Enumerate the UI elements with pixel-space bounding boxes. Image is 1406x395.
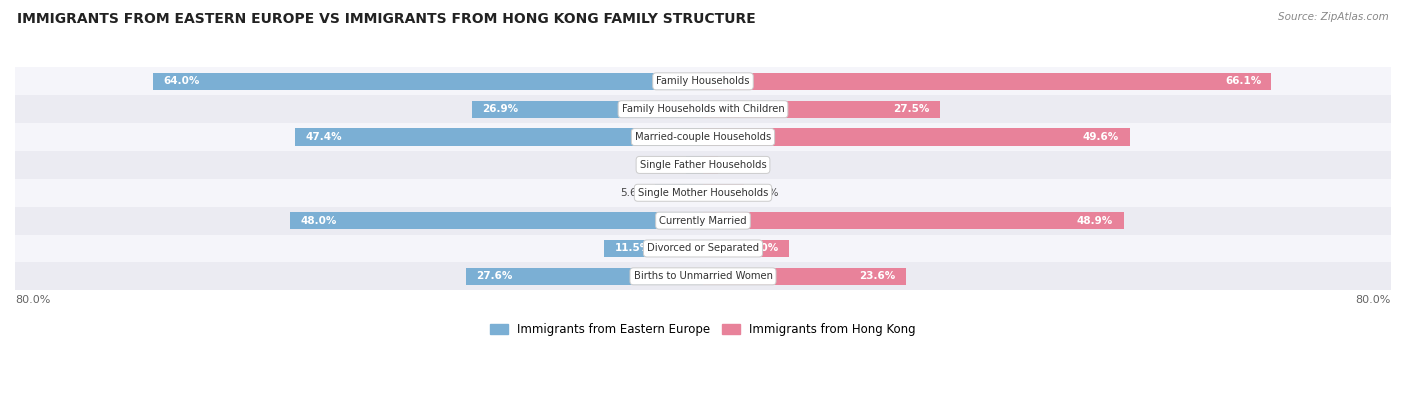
Bar bbox=[465, 268, 703, 285]
Text: 27.6%: 27.6% bbox=[477, 271, 512, 281]
Text: Divorced or Separated: Divorced or Separated bbox=[647, 243, 759, 254]
Bar bbox=[0, 68, 1406, 95]
Bar bbox=[0, 123, 1406, 151]
Text: Births to Unmarried Women: Births to Unmarried Women bbox=[634, 271, 772, 281]
Bar bbox=[290, 212, 703, 229]
Text: 2.0%: 2.0% bbox=[651, 160, 678, 170]
Text: 23.6%: 23.6% bbox=[859, 271, 896, 281]
Bar bbox=[0, 207, 1406, 235]
Text: Single Father Households: Single Father Households bbox=[640, 160, 766, 170]
Text: 11.5%: 11.5% bbox=[614, 243, 651, 254]
Bar bbox=[295, 128, 703, 146]
Bar bbox=[153, 73, 703, 90]
Text: 47.4%: 47.4% bbox=[305, 132, 342, 142]
Text: 26.9%: 26.9% bbox=[482, 104, 517, 114]
Bar bbox=[0, 262, 1406, 290]
Bar bbox=[703, 73, 1271, 90]
Bar bbox=[655, 184, 703, 201]
Bar bbox=[703, 101, 939, 118]
Text: IMMIGRANTS FROM EASTERN EUROPE VS IMMIGRANTS FROM HONG KONG FAMILY STRUCTURE: IMMIGRANTS FROM EASTERN EUROPE VS IMMIGR… bbox=[17, 12, 755, 26]
Text: 5.6%: 5.6% bbox=[620, 188, 647, 198]
Bar bbox=[703, 240, 789, 257]
Text: 80.0%: 80.0% bbox=[1355, 295, 1391, 305]
Bar bbox=[0, 235, 1406, 262]
Text: 27.5%: 27.5% bbox=[893, 104, 929, 114]
Text: 80.0%: 80.0% bbox=[15, 295, 51, 305]
Text: 64.0%: 64.0% bbox=[163, 76, 200, 87]
Text: 49.6%: 49.6% bbox=[1083, 132, 1119, 142]
Bar bbox=[0, 95, 1406, 123]
Bar bbox=[0, 151, 1406, 179]
Bar bbox=[703, 184, 744, 201]
Text: Family Households with Children: Family Households with Children bbox=[621, 104, 785, 114]
Text: Single Mother Households: Single Mother Households bbox=[638, 188, 768, 198]
Text: 1.8%: 1.8% bbox=[727, 160, 754, 170]
Bar bbox=[471, 101, 703, 118]
Text: Married-couple Households: Married-couple Households bbox=[636, 132, 770, 142]
Bar bbox=[703, 268, 905, 285]
Text: 4.8%: 4.8% bbox=[752, 188, 779, 198]
Bar bbox=[0, 179, 1406, 207]
Text: 48.0%: 48.0% bbox=[301, 216, 337, 226]
Text: Currently Married: Currently Married bbox=[659, 216, 747, 226]
Bar bbox=[703, 128, 1129, 146]
Bar bbox=[703, 212, 1123, 229]
Text: Family Households: Family Households bbox=[657, 76, 749, 87]
Bar bbox=[605, 240, 703, 257]
Text: 10.0%: 10.0% bbox=[742, 243, 779, 254]
Text: Source: ZipAtlas.com: Source: ZipAtlas.com bbox=[1278, 12, 1389, 22]
Text: 66.1%: 66.1% bbox=[1225, 76, 1261, 87]
Bar bbox=[703, 156, 718, 173]
Text: 48.9%: 48.9% bbox=[1077, 216, 1114, 226]
Legend: Immigrants from Eastern Europe, Immigrants from Hong Kong: Immigrants from Eastern Europe, Immigran… bbox=[485, 318, 921, 340]
Bar bbox=[686, 156, 703, 173]
